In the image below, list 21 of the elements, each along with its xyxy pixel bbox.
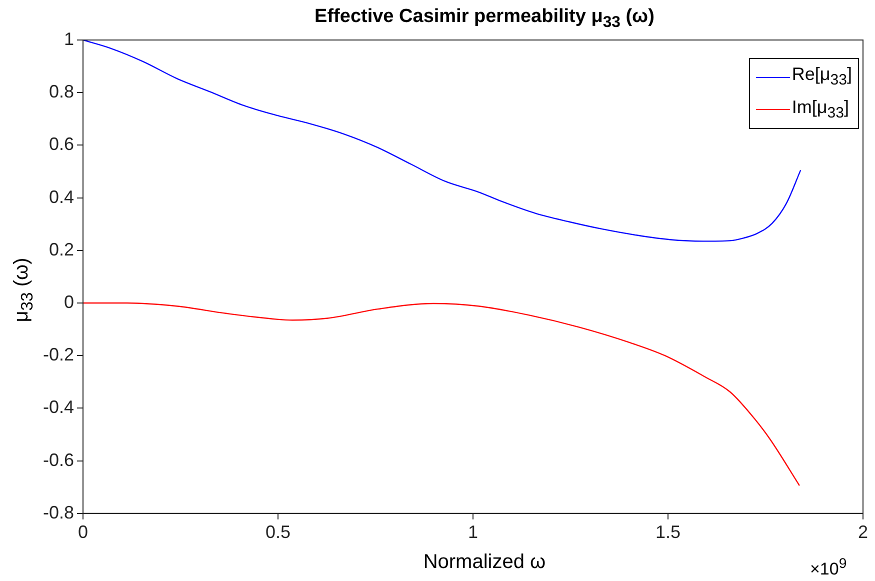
y-tick-label: 0.4 [48,186,74,207]
y-tick-label: 0.8 [48,82,74,102]
y-tick-label: -0.8 [42,502,74,522]
y-tick-label: -0.6 [42,450,74,470]
y-tick-label: 0 [64,292,74,312]
x-tick-label: 0 [78,522,88,542]
y-tick-label: -0.4 [42,397,74,418]
y-tick-label: 1 [64,28,74,49]
x-tick-label: 1 [468,522,478,542]
chart-title: Effective Casimir permeability μ$_{33}$ (ω) [314,6,656,32]
x-tick-label: 1.5 [655,522,681,542]
y-tick-label: 0.6 [48,134,74,154]
x-axis-title: Normalized ω [423,551,546,573]
legend-label: Re[μ$_{33}$] [792,63,852,91]
text: ×10$^{9}$ [810,556,847,580]
legend-label: Im[μ$_{33}$] [792,96,849,124]
x-tick-label: 0.5 [265,522,291,542]
line-series [83,302,800,486]
x-tick-label: 2 [858,522,868,542]
y-tick-label: -0.2 [42,344,74,365]
y-tick-label: 0.2 [48,239,74,260]
